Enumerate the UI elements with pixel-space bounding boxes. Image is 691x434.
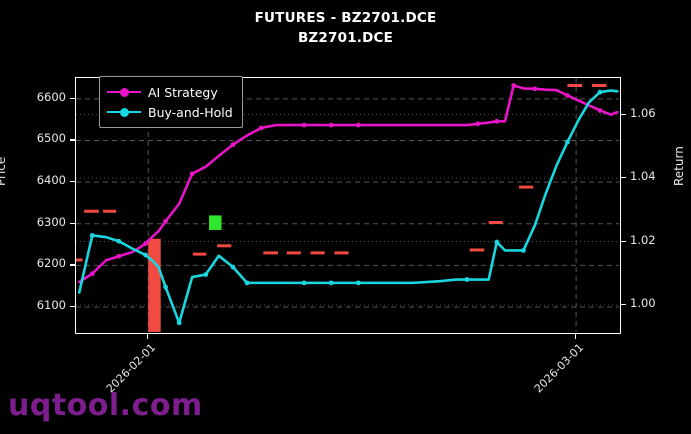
legend-item-buy-and-hold[interactable]: Buy-and-Hold [107,102,233,122]
legend-swatch [107,87,141,97]
y-axis-tick-label: 6400 [36,173,66,188]
y-axis-tick-label: 6500 [36,131,66,146]
series-marker [565,93,570,98]
series-marker [565,139,570,145]
series-marker [89,232,95,238]
series-marker [355,280,361,286]
series-marker [258,125,264,131]
series-marker [328,280,334,286]
right-y-axis-tick-label: 1.00 [630,296,656,310]
y-axis-tick-mark [70,264,75,266]
series-marker [464,277,470,282]
series-marker [116,238,122,244]
chart-title-line2: BZ2701.DCE [297,30,394,46]
series-marker [597,108,603,113]
right-y-axis-tick-mark [621,113,626,115]
series-marker [355,122,361,128]
x-axis-tick-label: 2026-03-01 [531,341,587,396]
series-marker [176,320,182,326]
y-axis-tick-label: 6600 [36,89,66,104]
series-marker [521,247,526,253]
legend-marker-dot [120,87,129,97]
series-line-buy-and-hold [77,89,619,325]
series-marker [143,252,148,258]
buy-signal-marker [209,215,222,230]
series-marker [494,118,500,124]
legend-label: AI Strategy [148,84,218,100]
right-y-axis-tick-label: 1.06 [630,105,656,120]
y-axis-label: Price [0,156,8,186]
chart-legend: AI Strategy Buy-and-Hold [99,76,243,128]
legend-swatch [107,107,141,117]
series-marker [301,280,307,286]
y-axis-tick-mark [70,222,75,224]
legend-marker-dot [120,107,129,117]
chart-title-line1: FUTURES - BZ2701.DCE [254,10,437,26]
series-marker [143,241,148,247]
x-axis-tick-mark [147,334,149,339]
series-marker [189,171,195,177]
series-marker [163,284,168,290]
series-marker [511,83,517,88]
y-axis-tick-label: 6200 [36,256,66,271]
series-marker [494,239,500,245]
legend-item-ai-strategy[interactable]: AI Strategy [107,82,233,102]
series-marker [89,271,95,277]
right-y-axis-tick-label: 1.04 [630,169,656,183]
x-axis-tick-mark [575,334,577,339]
series-marker [230,264,236,270]
y-axis-tick-label: 6300 [36,214,66,229]
right-y-axis-tick-mark [621,177,626,179]
series-marker [328,122,334,128]
y-axis-tick-mark [70,181,75,183]
series-marker [244,280,250,286]
series-marker [301,122,307,128]
sell-signal-band [148,238,161,332]
right-y-axis-tick-mark [621,304,626,306]
legend-label: Buy-and-Hold [148,104,233,120]
right-y-axis-tick-label: 1.02 [630,232,656,247]
y-axis-tick-mark [70,306,75,308]
y-axis-tick-label: 6100 [36,298,66,313]
series-marker [532,86,538,92]
watermark: uqtool.com [8,388,203,423]
y-axis-tick-mark [70,97,75,99]
series-marker [475,121,481,127]
series-marker [597,89,603,95]
series-marker [163,218,168,224]
series-marker [203,272,209,277]
y-axis-tick-mark [70,139,75,141]
right-y-axis-tick-mark [621,240,626,242]
series-marker [230,142,236,148]
series-marker [116,253,122,259]
